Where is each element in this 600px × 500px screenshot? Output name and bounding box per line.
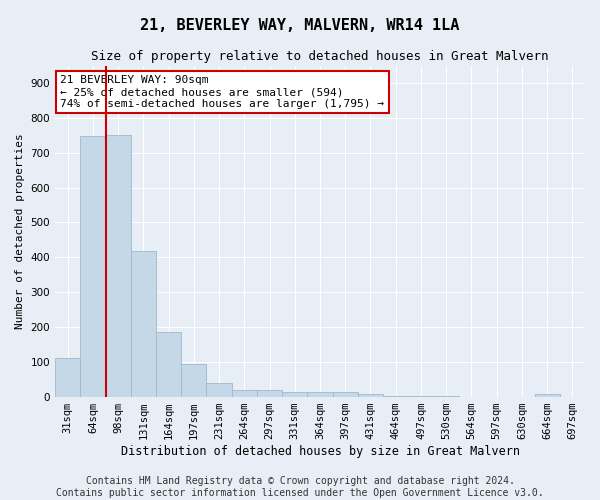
Text: 21 BEVERLEY WAY: 90sqm
← 25% of detached houses are smaller (594)
74% of semi-de: 21 BEVERLEY WAY: 90sqm ← 25% of detached… — [61, 76, 385, 108]
Bar — [232, 390, 257, 396]
Text: Contains HM Land Registry data © Crown copyright and database right 2024.
Contai: Contains HM Land Registry data © Crown c… — [56, 476, 544, 498]
Bar — [282, 392, 307, 396]
Bar — [332, 392, 358, 396]
Y-axis label: Number of detached properties: Number of detached properties — [15, 133, 25, 329]
Bar — [106, 135, 131, 396]
Bar — [156, 332, 181, 396]
Bar — [307, 392, 332, 396]
Bar — [181, 364, 206, 396]
Text: 21, BEVERLEY WAY, MALVERN, WR14 1LA: 21, BEVERLEY WAY, MALVERN, WR14 1LA — [140, 18, 460, 32]
X-axis label: Distribution of detached houses by size in Great Malvern: Distribution of detached houses by size … — [121, 444, 520, 458]
Bar — [80, 136, 106, 396]
Bar — [257, 390, 282, 396]
Bar — [535, 394, 560, 396]
Title: Size of property relative to detached houses in Great Malvern: Size of property relative to detached ho… — [91, 50, 549, 63]
Bar — [55, 358, 80, 397]
Bar — [131, 251, 156, 396]
Bar — [358, 394, 383, 396]
Bar — [206, 382, 232, 396]
